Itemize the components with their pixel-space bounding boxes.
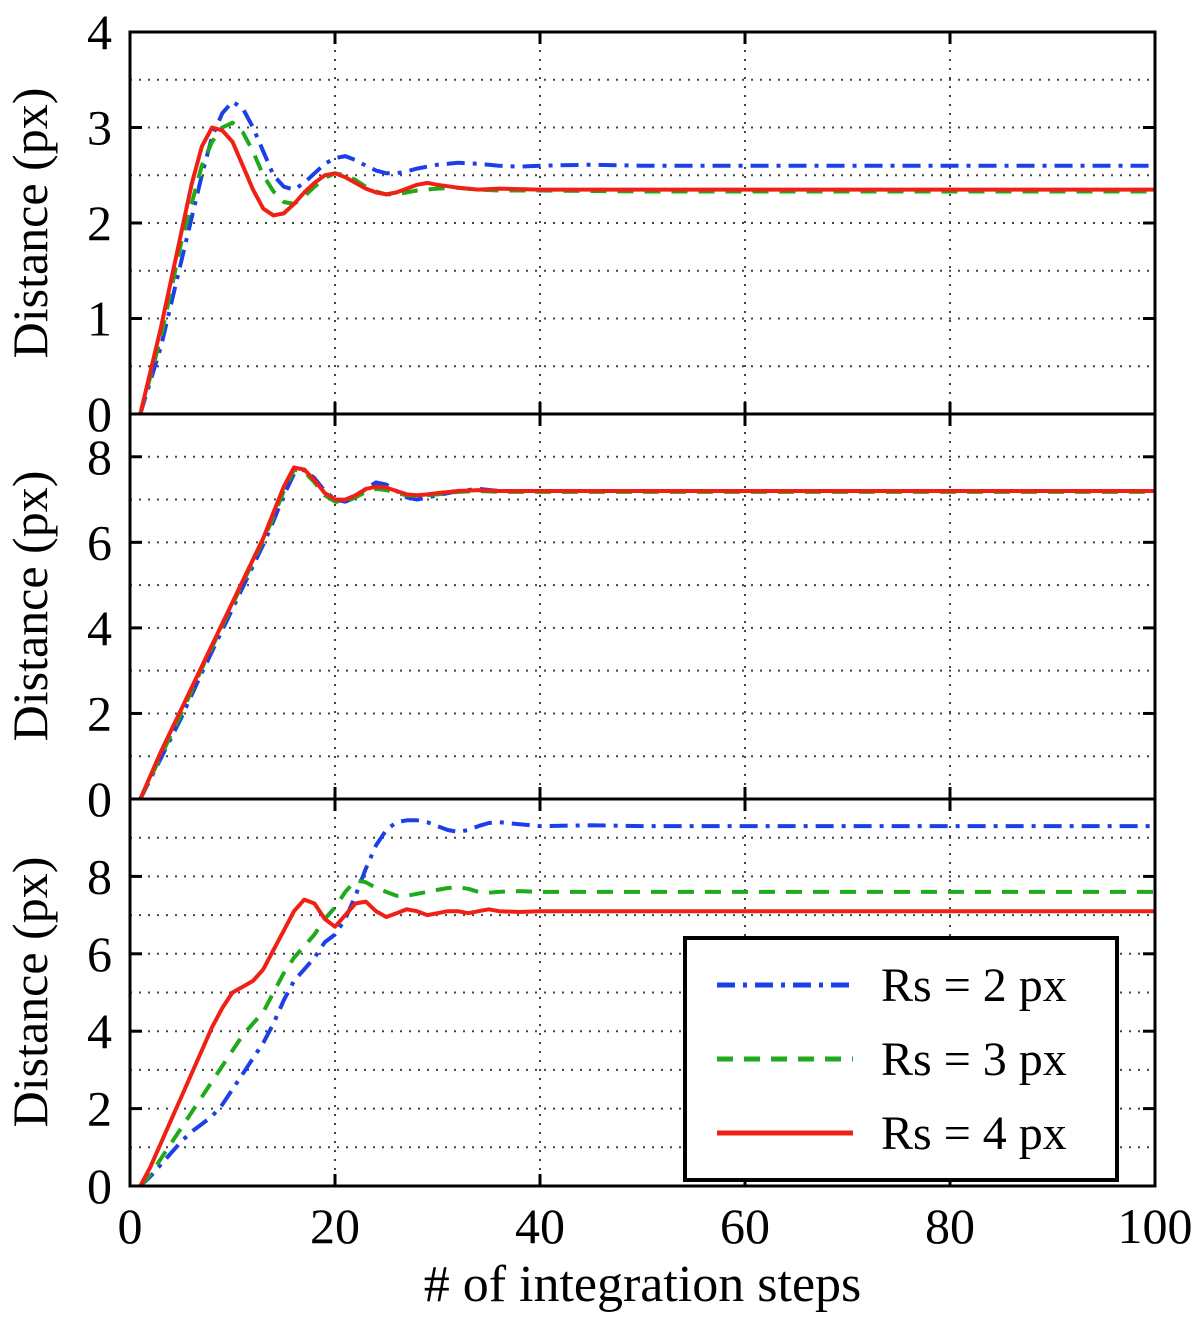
series-group [138,465,1155,799]
series-rs-4-px [138,465,1155,799]
subplot-top: 0 1 2 3 4 [87,4,1157,442]
legend-label-rs3: Rs = 3 px [881,1032,1067,1086]
legend-label-rs4: Rs = 4 px [881,1106,1067,1160]
y-tick-label: 4 [87,600,112,656]
series-rs-4-px [138,125,1155,414]
y-tick-label: 2 [87,195,112,251]
y-tick-label: 6 [87,926,112,982]
y-axis-label-middle: Distance (px) [2,470,58,742]
gridlines [130,32,1155,414]
x-tick-labels: 0 20 40 60 80 100 [118,1198,1193,1254]
legend-item-rs3: Rs = 3 px [687,1032,1115,1087]
y-tick-label: 2 [87,685,112,741]
x-tick-label: 100 [1118,1198,1193,1254]
legend-label-rs2: Rs = 2 px [881,958,1067,1012]
legend: Rs = 2 px Rs = 3 px Rs = 4 px [683,936,1119,1182]
x-tick-label: 20 [310,1198,360,1254]
x-tick-label: 60 [720,1198,770,1254]
legend-item-rs2: Rs = 2 px [687,958,1115,1013]
y-tick-label: 0 [87,386,112,442]
y-axis-label-bottom: Distance (px) [2,856,58,1128]
legend-line-sample-rs3 [717,1056,853,1062]
series-rs-4-px [138,897,1155,1186]
y-tick-label: 8 [87,848,112,904]
y-tick-label: 1 [87,291,112,347]
y-tick-label: 2 [87,1081,112,1137]
y-tick-label: 8 [87,429,112,485]
x-tick-label: 80 [925,1198,975,1254]
series-group [138,99,1155,414]
series-rs-3-px [138,878,1155,1186]
series-group [138,818,1155,1186]
y-tick-labels: 0 2 4 6 8 [87,429,112,827]
y-tick-label: 4 [87,1003,112,1059]
legend-item-rs4: Rs = 4 px [687,1106,1115,1161]
y-tick-label: 6 [87,514,112,570]
y-axis-label-top: Distance (px) [2,87,58,359]
axis-ticks [128,30,1157,416]
legend-line-sample-rs4 [717,1130,853,1136]
axis-ticks [128,799,1157,1188]
legend-line-sample-rs2 [717,982,853,988]
x-axis-label: # of integration steps [423,1256,862,1313]
y-tick-label: 0 [87,1158,112,1214]
x-tick-label: 40 [515,1198,565,1254]
x-tick-label: 0 [118,1198,143,1254]
y-tick-label: 4 [87,4,112,60]
series-rs-2-px [138,467,1155,799]
axis-frame [128,797,1157,1188]
gridlines [130,414,1155,799]
y-tick-labels: 0 1 2 3 4 [87,4,112,442]
y-tick-label: 3 [87,100,112,156]
gridlines [130,799,1155,1186]
y-tick-labels: 0 2 4 6 8 [87,848,112,1214]
y-tick-label: 0 [87,771,112,827]
series-rs-3-px [138,467,1155,799]
subplot-middle: 0 2 4 6 8 [87,412,1157,827]
axis-ticks [128,414,1157,801]
axis-frame [128,412,1157,801]
